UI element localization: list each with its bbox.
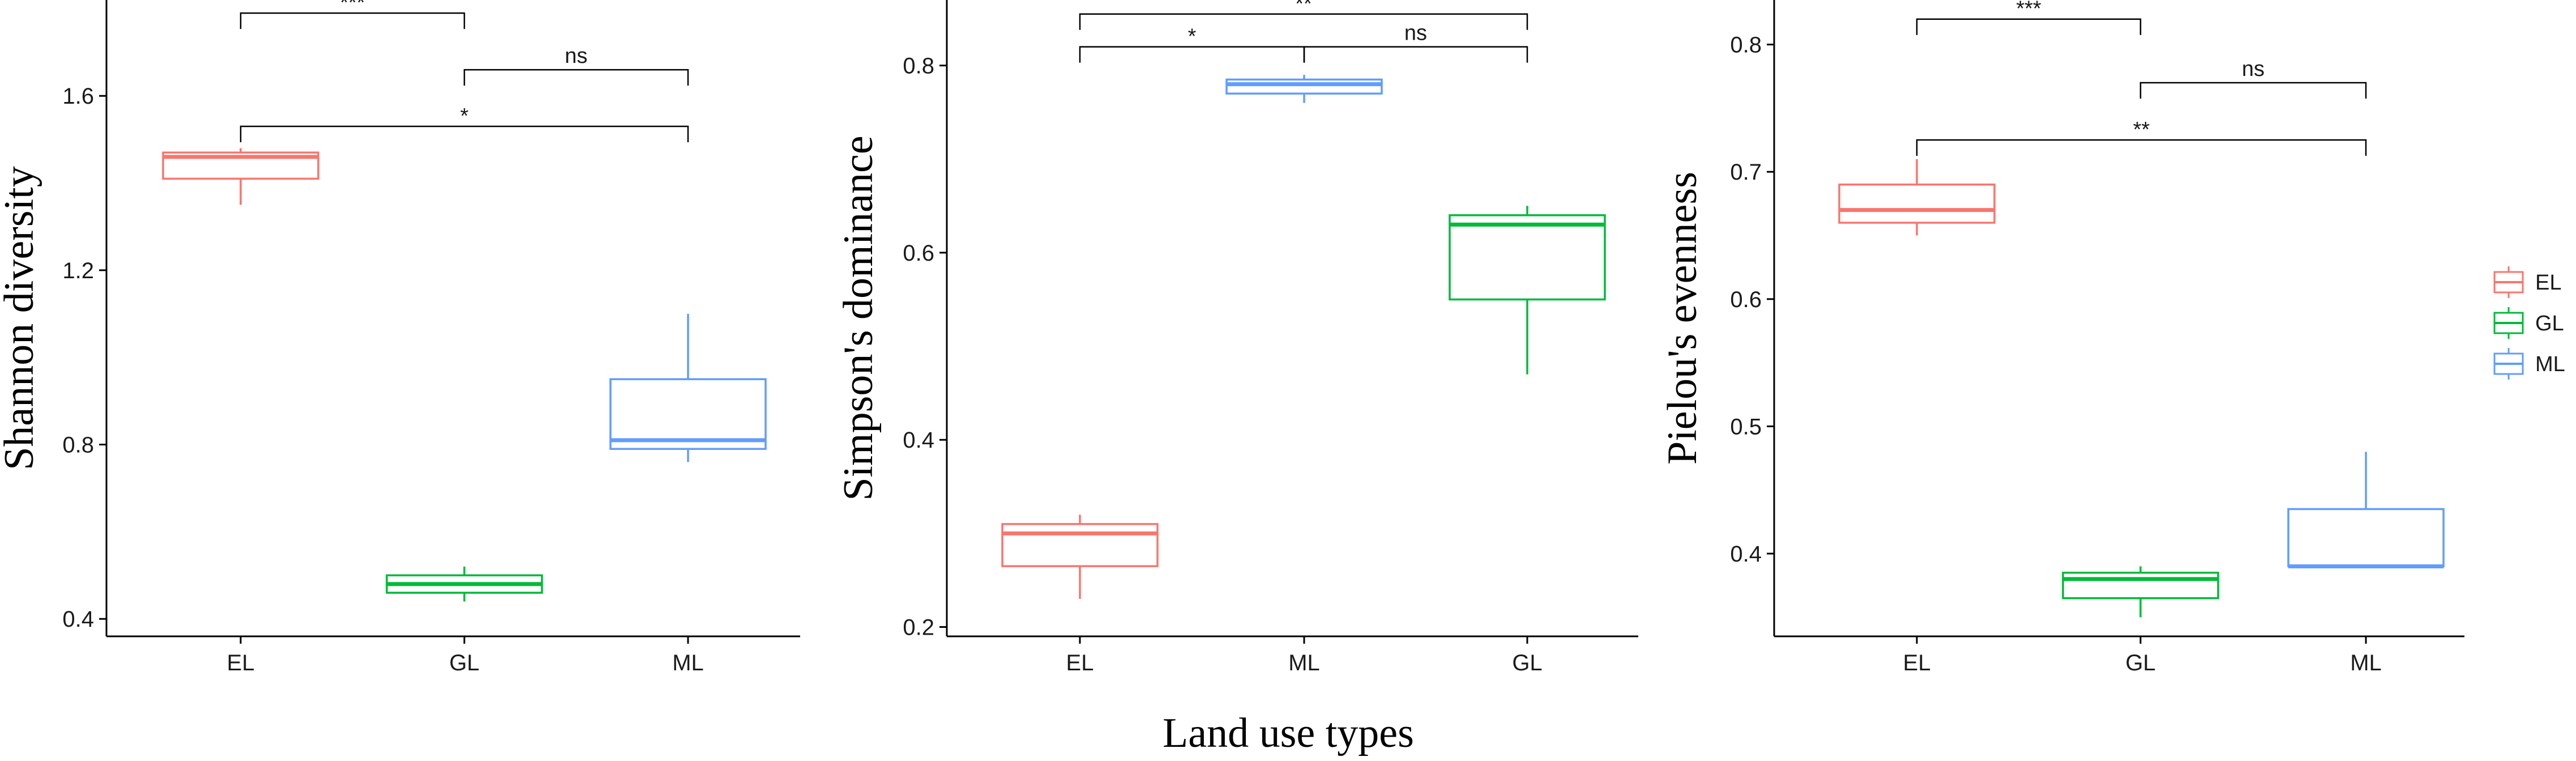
box-iqr <box>1225 78 1383 95</box>
boxplot-ml <box>609 313 767 462</box>
significance-label: *** <box>340 0 365 15</box>
boxplot-ml <box>2287 452 2445 568</box>
significance-bracket: *** <box>1916 0 2142 35</box>
y-tick-label: 0.4 <box>1730 542 1762 567</box>
box-iqr <box>1838 183 1996 224</box>
x-tick-label: EL <box>1066 651 1094 675</box>
boxplot-el <box>1001 515 1159 599</box>
legend-label: GL <box>2535 312 2564 335</box>
legend: EL GL ML <box>2493 266 2565 380</box>
x-axis-title: Land use types <box>1163 710 1414 756</box>
legend-item-gl: GL <box>2493 307 2564 339</box>
y-tick-label: 1.2 <box>62 258 94 283</box>
boxplot-ml <box>1225 75 1383 103</box>
y-tick-label: 0.7 <box>1730 160 1762 185</box>
box-iqr <box>609 378 767 450</box>
box-iqr <box>2062 571 2219 600</box>
significance-bracket: ** <box>1916 118 2367 156</box>
bracket-line <box>1079 46 1305 63</box>
significance-label: * <box>460 104 469 128</box>
bracket-line <box>1916 18 2142 35</box>
significance-label: ** <box>1295 0 1312 16</box>
y-tick-label: 0.6 <box>903 241 934 266</box>
y-tick-label: 1.6 <box>62 84 94 109</box>
significance-label: ns <box>1404 22 1427 45</box>
x-tick-label: GL <box>1512 651 1542 675</box>
legend-label: ML <box>2535 352 2565 376</box>
y-tick-label: 0.2 <box>903 615 934 640</box>
significance-bracket: * <box>1079 25 1305 63</box>
significance-bracket: ns <box>1303 22 1528 63</box>
panel-1: 0.4 0.8 1.2 1.6 EL GL ML Shannon diversity *** ns… <box>0 0 800 675</box>
y-axis-title: Shannon diversity <box>0 166 42 470</box>
legend-label: EL <box>2535 271 2561 295</box>
significance-bracket: * <box>240 104 689 143</box>
x-tick-label: GL <box>2125 651 2155 675</box>
bracket-line <box>463 69 689 86</box>
significance-label: *** <box>2016 0 2041 21</box>
significance-label: * <box>1188 25 1197 49</box>
x-tick-label: EL <box>227 651 255 675</box>
x-tick-label: GL <box>449 651 479 675</box>
panel-3: 0.4 0.5 0.6 0.7 0.8 EL GL ML Pielou's evenness **… <box>1659 0 2464 675</box>
bracket-line <box>2139 82 2367 99</box>
y-tick-label: 0.8 <box>903 54 934 79</box>
box-iqr <box>2287 508 2445 568</box>
legend-item-el: EL <box>2493 266 2561 298</box>
significance-bracket: ns <box>463 44 689 86</box>
y-tick-label: 0.4 <box>903 428 934 453</box>
x-tick-label: EL <box>1903 651 1931 675</box>
box-iqr <box>1449 214 1606 301</box>
y-tick-label: 0.6 <box>1730 287 1762 312</box>
significance-bracket: ** <box>1079 0 1528 30</box>
boxplot-gl <box>386 566 543 602</box>
y-axis-title: Pielou's evenness <box>1659 172 1706 465</box>
box-iqr <box>1001 523 1159 567</box>
boxplot-gl <box>2062 566 2219 618</box>
y-tick-label: 0.8 <box>1730 33 1762 58</box>
boxplot-gl <box>1449 206 1606 375</box>
x-tick-label: ML <box>2350 651 2382 675</box>
x-tick-label: ML <box>1288 651 1320 675</box>
bracket-line <box>1303 46 1528 63</box>
bracket-line <box>1916 139 2367 156</box>
bracket-line <box>240 125 689 143</box>
bracket-line <box>1079 13 1528 30</box>
y-tick-label: 0.5 <box>1730 414 1762 439</box>
x-tick-label: ML <box>672 651 704 675</box>
significance-bracket: *** <box>240 0 465 29</box>
legend-item-ml: ML <box>2493 348 2565 380</box>
y-tick-label: 0.8 <box>62 433 94 458</box>
significance-bracket: ns <box>2139 57 2367 99</box>
y-axis-title: Simpson's dominance <box>835 135 882 500</box>
significance-label: ** <box>2133 118 2150 142</box>
y-tick-label: 0.4 <box>62 607 94 632</box>
significance-label: ns <box>2242 57 2265 81</box>
bracket-line <box>240 12 465 29</box>
boxplot-el <box>162 148 319 205</box>
significance-label: ns <box>565 44 587 68</box>
boxplot-el <box>1838 159 1996 236</box>
